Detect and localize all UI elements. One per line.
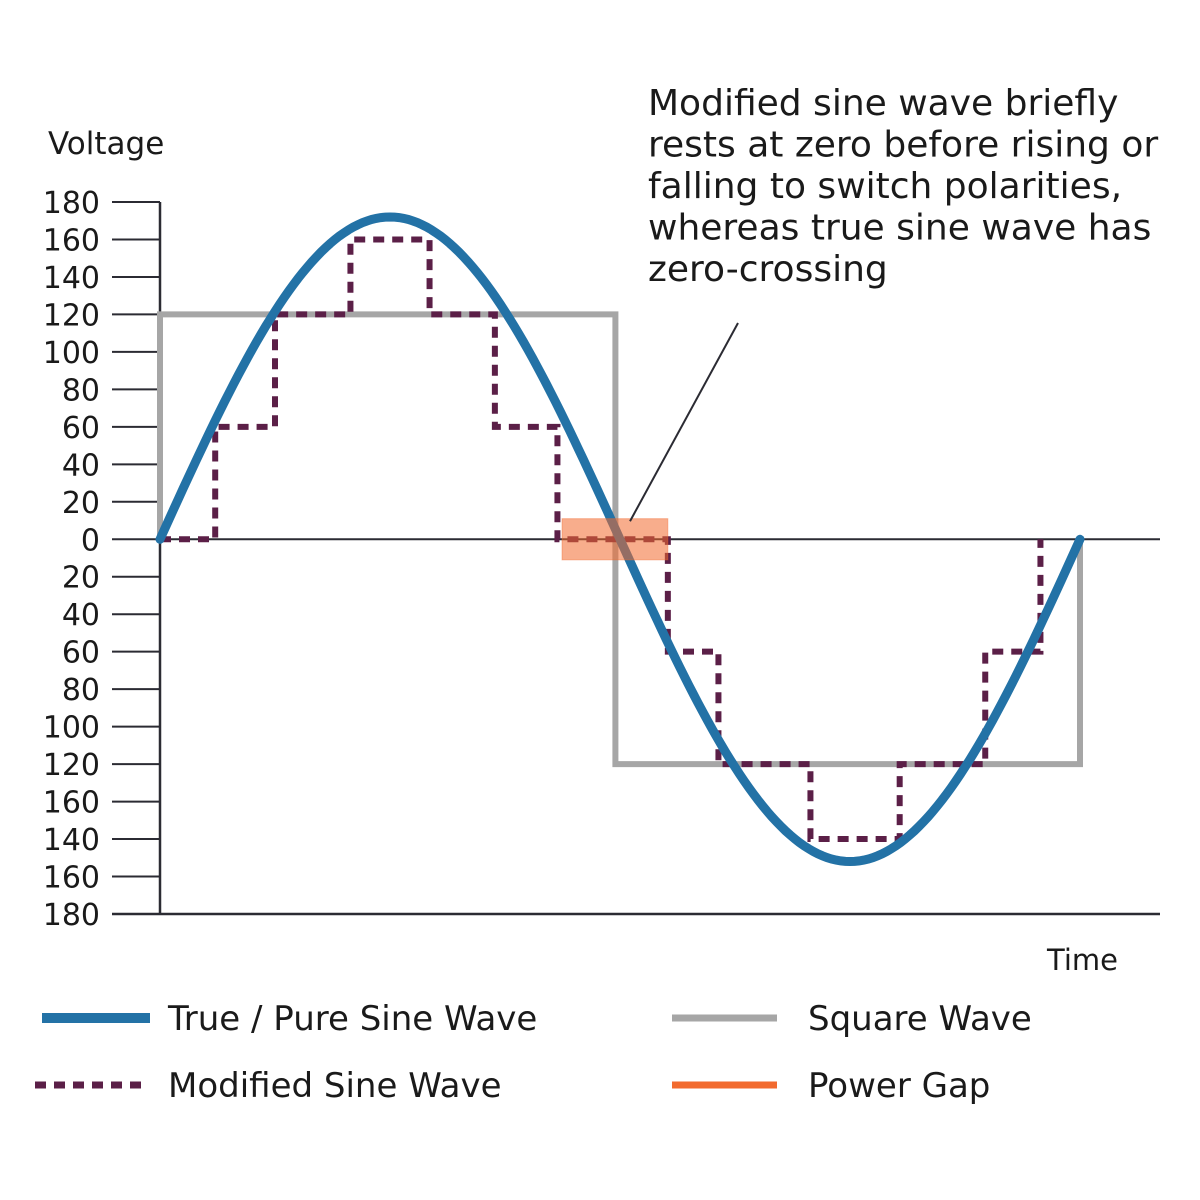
y-tick-label: 0 bbox=[81, 523, 100, 558]
y-axis-ticks: 1801601401201008060402002040608010012016… bbox=[43, 186, 160, 933]
y-tick-label: 180 bbox=[43, 898, 100, 933]
modified-sine-wave-line bbox=[160, 236, 1044, 843]
legend-label: True / Pure Sine Wave bbox=[167, 999, 537, 1039]
plot-area bbox=[155, 212, 1085, 867]
power-gap-region bbox=[561, 518, 669, 561]
legend-label: Modified Sine Wave bbox=[168, 1066, 502, 1106]
legend: True / Pure Sine Wave Square Wave Modified… bbox=[35, 999, 1032, 1106]
legend-label: Square Wave bbox=[808, 999, 1032, 1039]
y-tick-label: 20 bbox=[62, 561, 100, 596]
y-tick-label: 140 bbox=[43, 261, 100, 296]
legend-label: Power Gap bbox=[808, 1066, 990, 1106]
annotation-text-line: falling to switch polarities, bbox=[648, 166, 1122, 207]
y-axis-label: Voltage bbox=[48, 126, 164, 162]
y-tick-label: 140 bbox=[43, 823, 100, 858]
y-tick-label: 120 bbox=[43, 748, 100, 783]
y-tick-label: 20 bbox=[62, 486, 100, 521]
y-tick-label: 40 bbox=[62, 598, 100, 633]
annotation-text-line: Modified sine wave briefly bbox=[648, 83, 1118, 124]
annotation-leader-line bbox=[629, 322, 739, 522]
y-tick-label: 60 bbox=[62, 636, 100, 671]
y-tick-label: 60 bbox=[62, 411, 100, 446]
y-tick-label: 160 bbox=[43, 786, 100, 821]
y-tick-label: 40 bbox=[62, 448, 100, 483]
annotation-text-line: whereas true sine wave has bbox=[648, 208, 1151, 249]
y-tick-label: 160 bbox=[43, 223, 100, 258]
annotation-text-line: rests at zero before rising or bbox=[648, 125, 1158, 166]
x-axis-label: Time bbox=[1046, 943, 1118, 977]
y-tick-label: 80 bbox=[62, 373, 100, 408]
y-tick-label: 80 bbox=[62, 673, 100, 708]
y-tick-label: 180 bbox=[43, 186, 100, 221]
y-tick-label: 160 bbox=[43, 861, 100, 896]
y-tick-label: 120 bbox=[43, 298, 100, 333]
y-tick-label: 100 bbox=[43, 711, 100, 746]
annotation-text-line: zero-crossing bbox=[648, 249, 888, 290]
y-tick-label: 100 bbox=[43, 336, 100, 371]
